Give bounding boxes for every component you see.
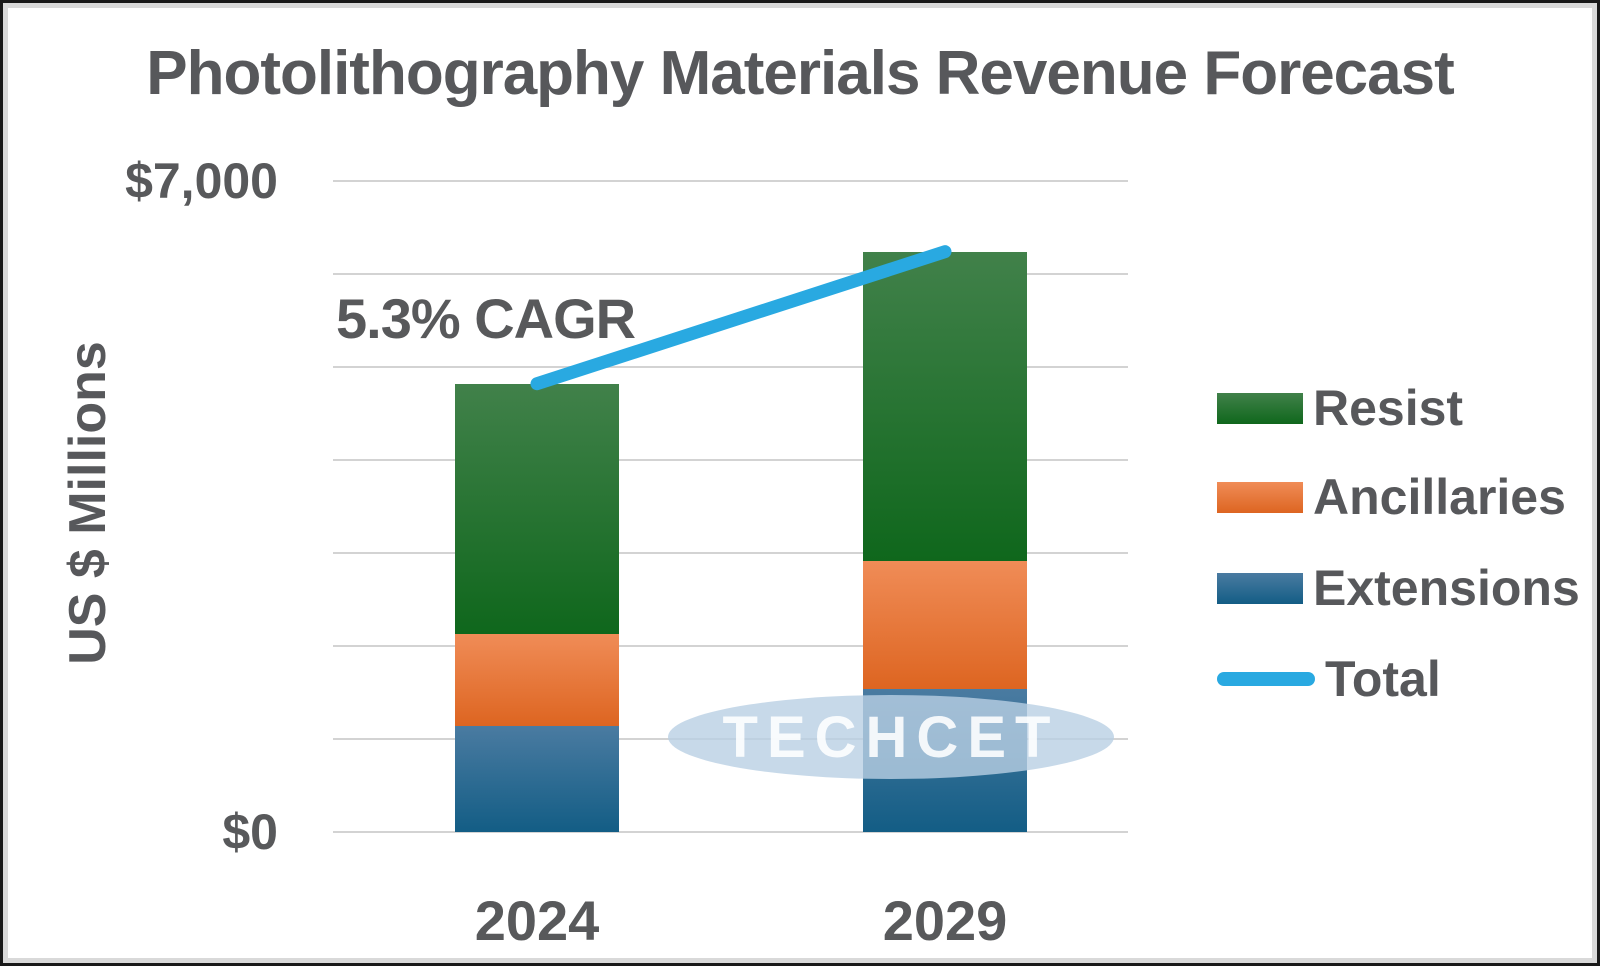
bar-segment-ancillaries-2029	[863, 561, 1027, 689]
y-axis-title: US $ Millions	[59, 341, 117, 665]
legend-swatch-extensions	[1217, 572, 1303, 604]
legend-item-ancillaries: Ancillaries	[1217, 472, 1566, 522]
y-tick-label: $0	[222, 804, 278, 860]
gridline	[333, 645, 1128, 647]
legend-label: Ancillaries	[1313, 469, 1566, 525]
legend-swatch-ancillaries	[1217, 481, 1303, 513]
bar-segment-resist-2029	[863, 251, 1027, 562]
chart-title: Photolithography Materials Revenue Forec…	[146, 39, 1455, 108]
legend-label: Extensions	[1313, 560, 1580, 616]
legend-item-resist: Resist	[1217, 383, 1463, 433]
gridline	[333, 552, 1128, 554]
gridline	[333, 459, 1128, 461]
gridline	[333, 180, 1128, 182]
legend-label: Total	[1325, 651, 1441, 707]
legend-label: Resist	[1313, 380, 1464, 436]
x-category-label: 2029	[882, 889, 1008, 952]
y-tick-label: $7,000	[125, 153, 278, 209]
cagr-annotation: 5.3% CAGR	[336, 287, 636, 350]
bar-segment-resist-2024	[455, 383, 619, 634]
gridline	[333, 831, 1128, 833]
legend-item-extensions: Extensions	[1217, 563, 1580, 613]
legend-swatch-total-line	[1217, 672, 1315, 686]
x-category-label: 2024	[474, 889, 600, 952]
legend-item-total: Total	[1217, 654, 1441, 704]
bar-segment-extensions-2024	[455, 725, 619, 832]
bar-segment-extensions-2029	[863, 688, 1027, 832]
legend-swatch-resist	[1217, 392, 1303, 424]
bar-segment-ancillaries-2024	[455, 633, 619, 726]
